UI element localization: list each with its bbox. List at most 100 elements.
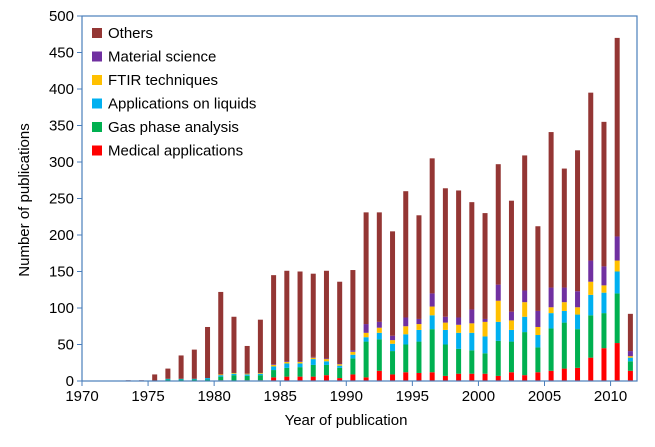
- y-tick-label: 400: [49, 81, 74, 98]
- bar-segment-1991-s2: [363, 337, 369, 342]
- bar-segment-1978-s5: [191, 349, 197, 379]
- bar-segment-2003-s5: [522, 155, 528, 291]
- x-axis-title: Year of publication: [285, 412, 408, 429]
- bar-segment-2002-s0: [508, 372, 514, 381]
- legend-swatch: [92, 122, 102, 132]
- bar-segment-2006-s3: [561, 302, 567, 311]
- bar-segment-1992-s0: [376, 370, 382, 381]
- y-axis-title: Number of publications: [16, 123, 33, 276]
- bar-segment-1990-s3: [350, 351, 356, 355]
- bar-segment-1998-s2: [456, 332, 462, 349]
- bar-segment-1979-s5: [205, 326, 211, 379]
- bar-segment-1986-s4: [297, 361, 303, 363]
- bar-segment-1986-s1: [297, 367, 303, 377]
- bar-segment-1985-s4: [284, 361, 290, 363]
- bar-segment-2004-s2: [535, 335, 541, 348]
- bar-segment-1995-s0: [416, 372, 422, 381]
- bar-segment-1996-s5: [429, 158, 435, 294]
- bar-segment-1985-s1: [284, 367, 290, 377]
- legend-swatch: [92, 28, 102, 38]
- bar-segment-2011-s4: [627, 351, 633, 357]
- x-tick-label: 1995: [396, 388, 429, 405]
- x-tick-label: 2010: [594, 388, 627, 405]
- bar-segment-1992-s3: [376, 327, 382, 333]
- bar-segment-2010-s2: [614, 271, 620, 294]
- bar-segment-1990-s1: [350, 358, 356, 375]
- bar-segment-1982-s2: [244, 374, 250, 376]
- bar-segment-1988-s4: [323, 358, 329, 360]
- bar-segment-1994-s0: [403, 372, 409, 381]
- bar-segment-2004-s1: [535, 347, 541, 373]
- bar-segment-1993-s5: [390, 231, 396, 336]
- bar-segment-2001-s2: [495, 321, 501, 341]
- bar-segment-1995-s1: [416, 341, 422, 373]
- y-tick-label: 200: [49, 227, 74, 244]
- bar-segment-2008-s2: [588, 294, 594, 316]
- bar-segment-1981-s3: [231, 372, 237, 374]
- bar-segment-2005-s5: [548, 132, 554, 288]
- bar-segment-1996-s3: [429, 306, 435, 316]
- bar-segment-1983-s1: [257, 375, 263, 381]
- bar-segment-1980-s1: [218, 376, 224, 381]
- bar-segment-1999-s5: [469, 202, 475, 310]
- bar-segment-1994-s1: [403, 344, 409, 373]
- bar-segment-2010-s5: [614, 37, 620, 237]
- bar-segment-1998-s4: [456, 317, 462, 325]
- bar-segment-1994-s5: [403, 191, 409, 318]
- bar-segment-1993-s3: [390, 340, 396, 344]
- bar-segment-1987-s3: [310, 357, 316, 360]
- bar-segment-2009-s2: [601, 292, 607, 314]
- bar-segment-1980-s5: [218, 291, 224, 375]
- bar-segment-2011-s2: [627, 357, 633, 362]
- bar-segment-2007-s0: [575, 367, 581, 381]
- bar-segment-1995-s2: [416, 329, 422, 342]
- bar-segment-1986-s5: [297, 271, 303, 362]
- y-tick-label: 50: [57, 337, 74, 354]
- bar-segment-2009-s0: [601, 348, 607, 381]
- bar-segment-1995-s4: [416, 318, 422, 325]
- bar-segment-1987-s0: [310, 376, 316, 381]
- bar-segment-2001-s0: [495, 375, 501, 381]
- bar-segment-2002-s4: [508, 311, 514, 321]
- x-tick-label: 1970: [65, 388, 98, 405]
- bar-segment-1981-s5: [231, 316, 237, 373]
- bar-segment-1997-s0: [442, 375, 448, 381]
- bar-segment-1991-s0: [363, 377, 369, 381]
- bars-group: [125, 37, 633, 381]
- bar-segment-2008-s1: [588, 315, 594, 358]
- y-tick-label: 500: [49, 8, 74, 25]
- bar-segment-1997-s5: [442, 188, 448, 317]
- y-tick-label: 150: [49, 264, 74, 281]
- bar-segment-2010-s3: [614, 260, 620, 272]
- bar-segment-1977-s1: [178, 379, 184, 381]
- bar-segment-1999-s0: [469, 373, 475, 381]
- bar-segment-2010-s1: [614, 293, 620, 344]
- bar-segment-2004-s5: [535, 226, 541, 311]
- bar-segment-1987-s5: [310, 273, 316, 357]
- bar-segment-1989-s5: [337, 281, 343, 364]
- legend-item: Applications on liquids: [92, 96, 256, 113]
- bar-segment-1979-s2: [205, 378, 211, 380]
- bar-segment-1990-s5: [350, 270, 356, 351]
- bar-segment-2006-s1: [561, 322, 567, 369]
- x-tick-label: 2005: [528, 388, 561, 405]
- bar-segment-2007-s4: [575, 291, 581, 308]
- bar-segment-1984-s4: [271, 364, 277, 365]
- bar-segment-2003-s4: [522, 290, 528, 303]
- bar-segment-2003-s0: [522, 375, 528, 381]
- legend-label: Gas phase analysis: [108, 119, 239, 136]
- bar-segment-1986-s3: [297, 362, 303, 364]
- bar-segment-2000-s4: [482, 318, 488, 322]
- bar-segment-1976-s2: [165, 378, 171, 380]
- bar-segment-1976-s1: [165, 379, 171, 381]
- bar-segment-1997-s1: [442, 344, 448, 376]
- bar-segment-2008-s0: [588, 357, 594, 381]
- bar-segment-2005-s0: [548, 370, 554, 381]
- bar-segment-1991-s4: [363, 324, 369, 333]
- legend-swatch: [92, 98, 102, 109]
- bar-segment-1991-s3: [363, 332, 369, 338]
- bar-segment-2001-s5: [495, 164, 501, 285]
- bar-segment-1993-s0: [390, 374, 396, 381]
- bar-segment-1976-s5: [165, 368, 171, 379]
